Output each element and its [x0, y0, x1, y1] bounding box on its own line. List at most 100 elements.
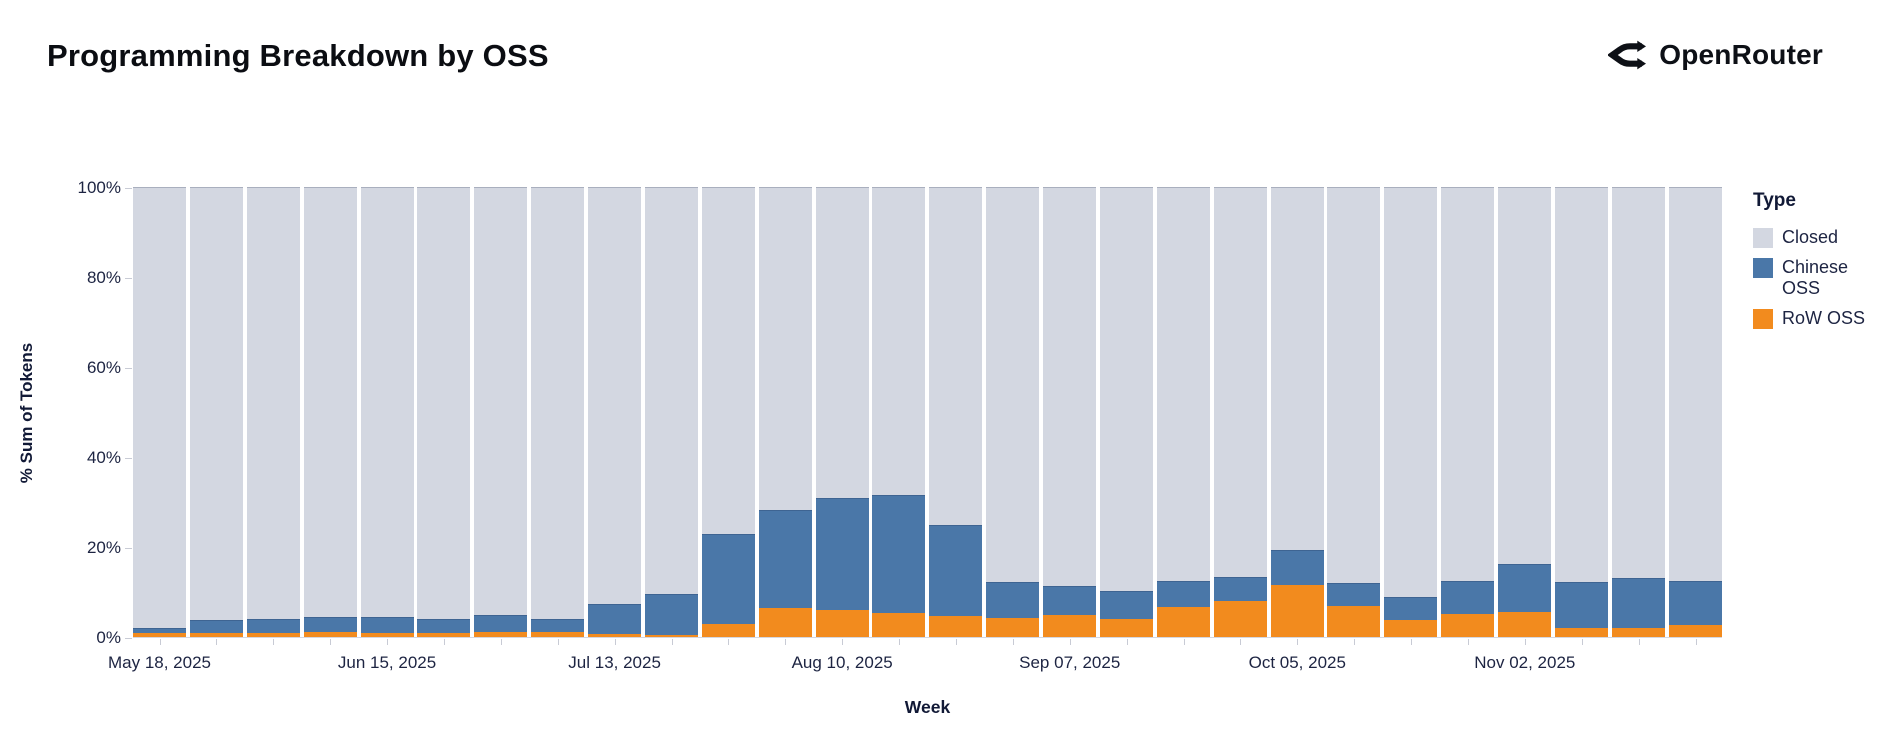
bar-week-Nov 02, 2025[interactable]: [1498, 187, 1551, 637]
bar-week-Jul 27, 2025[interactable]: [701, 187, 755, 637]
x-tick-label: Aug 10, 2025: [791, 653, 893, 672]
y-axis-title: % Sum of Tokens: [17, 342, 36, 484]
bar-week-Jul 13, 2025[interactable]: [588, 187, 641, 637]
segment-closed: [189, 187, 243, 621]
segment-closed: [1327, 187, 1381, 583]
x-tick-mark: [500, 639, 502, 645]
bar-week-Jun 15, 2025[interactable]: [360, 187, 414, 637]
legend-item-row-oss[interactable]: RoW OSS: [1753, 308, 1873, 329]
x-tick-mark: [273, 639, 275, 645]
x-tick-label: Sep 07, 2025: [1019, 653, 1121, 672]
bar-week-Jun 08, 2025[interactable]: [303, 187, 357, 637]
segment-row-oss: [417, 633, 471, 637]
segment-closed: [1498, 187, 1551, 564]
segment-chinese-oss: [701, 533, 755, 624]
segment-closed: [1611, 187, 1665, 578]
segment-chinese-oss: [474, 614, 528, 633]
bar-week-May 18, 2025[interactable]: [133, 187, 186, 637]
bar-week-Jul 06, 2025[interactable]: [531, 187, 585, 637]
bar-week-Oct 26, 2025[interactable]: [1441, 187, 1495, 637]
segment-closed: [1213, 187, 1267, 578]
segment-chinese-oss: [872, 495, 926, 613]
segment-closed: [531, 187, 585, 619]
segment-closed: [1554, 187, 1608, 582]
segment-row-oss: [474, 632, 528, 637]
x-tick-label: Oct 05, 2025: [1248, 653, 1346, 672]
bar-week-Jun 22, 2025[interactable]: [417, 187, 471, 637]
y-tick-mark: [125, 278, 132, 279]
bar-week-Jun 01, 2025[interactable]: [246, 187, 300, 637]
segment-closed: [1156, 187, 1210, 581]
bar-week-Nov 09, 2025[interactable]: [1554, 187, 1608, 637]
segment-chinese-oss: [1156, 580, 1210, 607]
x-tick-mark: [1524, 639, 1526, 645]
segment-closed: [474, 187, 528, 615]
bar-week-Oct 19, 2025[interactable]: [1384, 187, 1438, 637]
bar-week-Sep 21, 2025[interactable]: [1156, 187, 1210, 637]
segment-row-oss: [644, 634, 698, 637]
x-tick-mark: [671, 639, 673, 645]
x-tick-mark: [1012, 639, 1014, 645]
segment-row-oss: [1554, 628, 1608, 637]
x-tick-mark: [785, 639, 787, 645]
bar-week-May 25, 2025[interactable]: [189, 187, 243, 637]
bar-week-Jul 20, 2025[interactable]: [644, 187, 698, 637]
segment-closed: [588, 187, 641, 605]
segment-closed: [872, 187, 926, 496]
segment-chinese-oss: [189, 620, 243, 633]
x-tick-mark: [1695, 639, 1697, 645]
x-tick-mark: [842, 639, 844, 645]
x-tick-mark: [387, 639, 389, 645]
segment-row-oss: [1156, 606, 1210, 637]
x-tick-mark: [955, 639, 957, 645]
x-tick-mark: [1126, 639, 1128, 645]
bar-week-Sep 28, 2025[interactable]: [1213, 187, 1267, 637]
x-tick-mark: [1411, 639, 1413, 645]
x-tick-mark: [159, 639, 161, 645]
segment-row-oss: [701, 623, 755, 637]
segment-row-oss: [1668, 625, 1722, 637]
legend-item-chinese-oss[interactable]: Chinese OSS: [1753, 257, 1873, 299]
segment-row-oss: [1099, 619, 1153, 637]
segment-row-oss: [360, 632, 414, 637]
segment-chinese-oss: [644, 594, 698, 635]
x-tick-mark: [1638, 639, 1640, 645]
bar-week-Jun 29, 2025[interactable]: [474, 187, 528, 637]
bar-week-Sep 07, 2025[interactable]: [1043, 187, 1096, 637]
segment-chinese-oss: [815, 497, 869, 610]
bar-week-Aug 17, 2025[interactable]: [872, 187, 926, 637]
y-tick-label-80: 80%: [86, 268, 121, 287]
x-tick-mark: [330, 639, 332, 645]
bar-week-Oct 12, 2025[interactable]: [1327, 187, 1381, 637]
segment-closed: [929, 187, 983, 526]
stacked-bar-plot: [133, 187, 1722, 638]
segment-closed: [758, 187, 812, 511]
segment-closed: [1668, 187, 1722, 581]
bar-week-Aug 10, 2025[interactable]: [815, 187, 869, 637]
segment-row-oss: [588, 634, 641, 637]
bar-week-Nov 23, 2025[interactable]: [1668, 187, 1722, 637]
page-title: Programming Breakdown by OSS: [47, 38, 549, 73]
segment-row-oss: [758, 607, 812, 637]
segment-closed: [133, 187, 186, 629]
segment-closed: [303, 187, 357, 617]
segment-closed: [815, 187, 869, 498]
segment-closed: [644, 187, 698, 595]
bar-week-Sep 14, 2025[interactable]: [1099, 187, 1153, 637]
x-tick-label: Nov 02, 2025: [1474, 653, 1576, 672]
legend-item-closed[interactable]: Closed: [1753, 227, 1873, 248]
segment-chinese-oss: [1270, 550, 1324, 586]
segment-chinese-oss: [133, 628, 186, 634]
segment-chinese-oss: [986, 581, 1040, 618]
openrouter-route-split-icon: [1608, 36, 1647, 74]
x-tick-mark: [1467, 639, 1469, 645]
bar-week-Aug 31, 2025[interactable]: [986, 187, 1040, 637]
segment-chinese-oss: [758, 510, 812, 608]
bar-week-Aug 24, 2025[interactable]: [929, 187, 983, 637]
bar-week-Oct 05, 2025[interactable]: [1270, 187, 1324, 637]
x-axis-title: Week: [904, 697, 951, 717]
bar-week-Aug 03, 2025[interactable]: [758, 187, 812, 637]
segment-row-oss: [1611, 628, 1665, 637]
legend-label: Closed: [1782, 227, 1839, 247]
bar-week-Nov 16, 2025[interactable]: [1611, 187, 1665, 637]
